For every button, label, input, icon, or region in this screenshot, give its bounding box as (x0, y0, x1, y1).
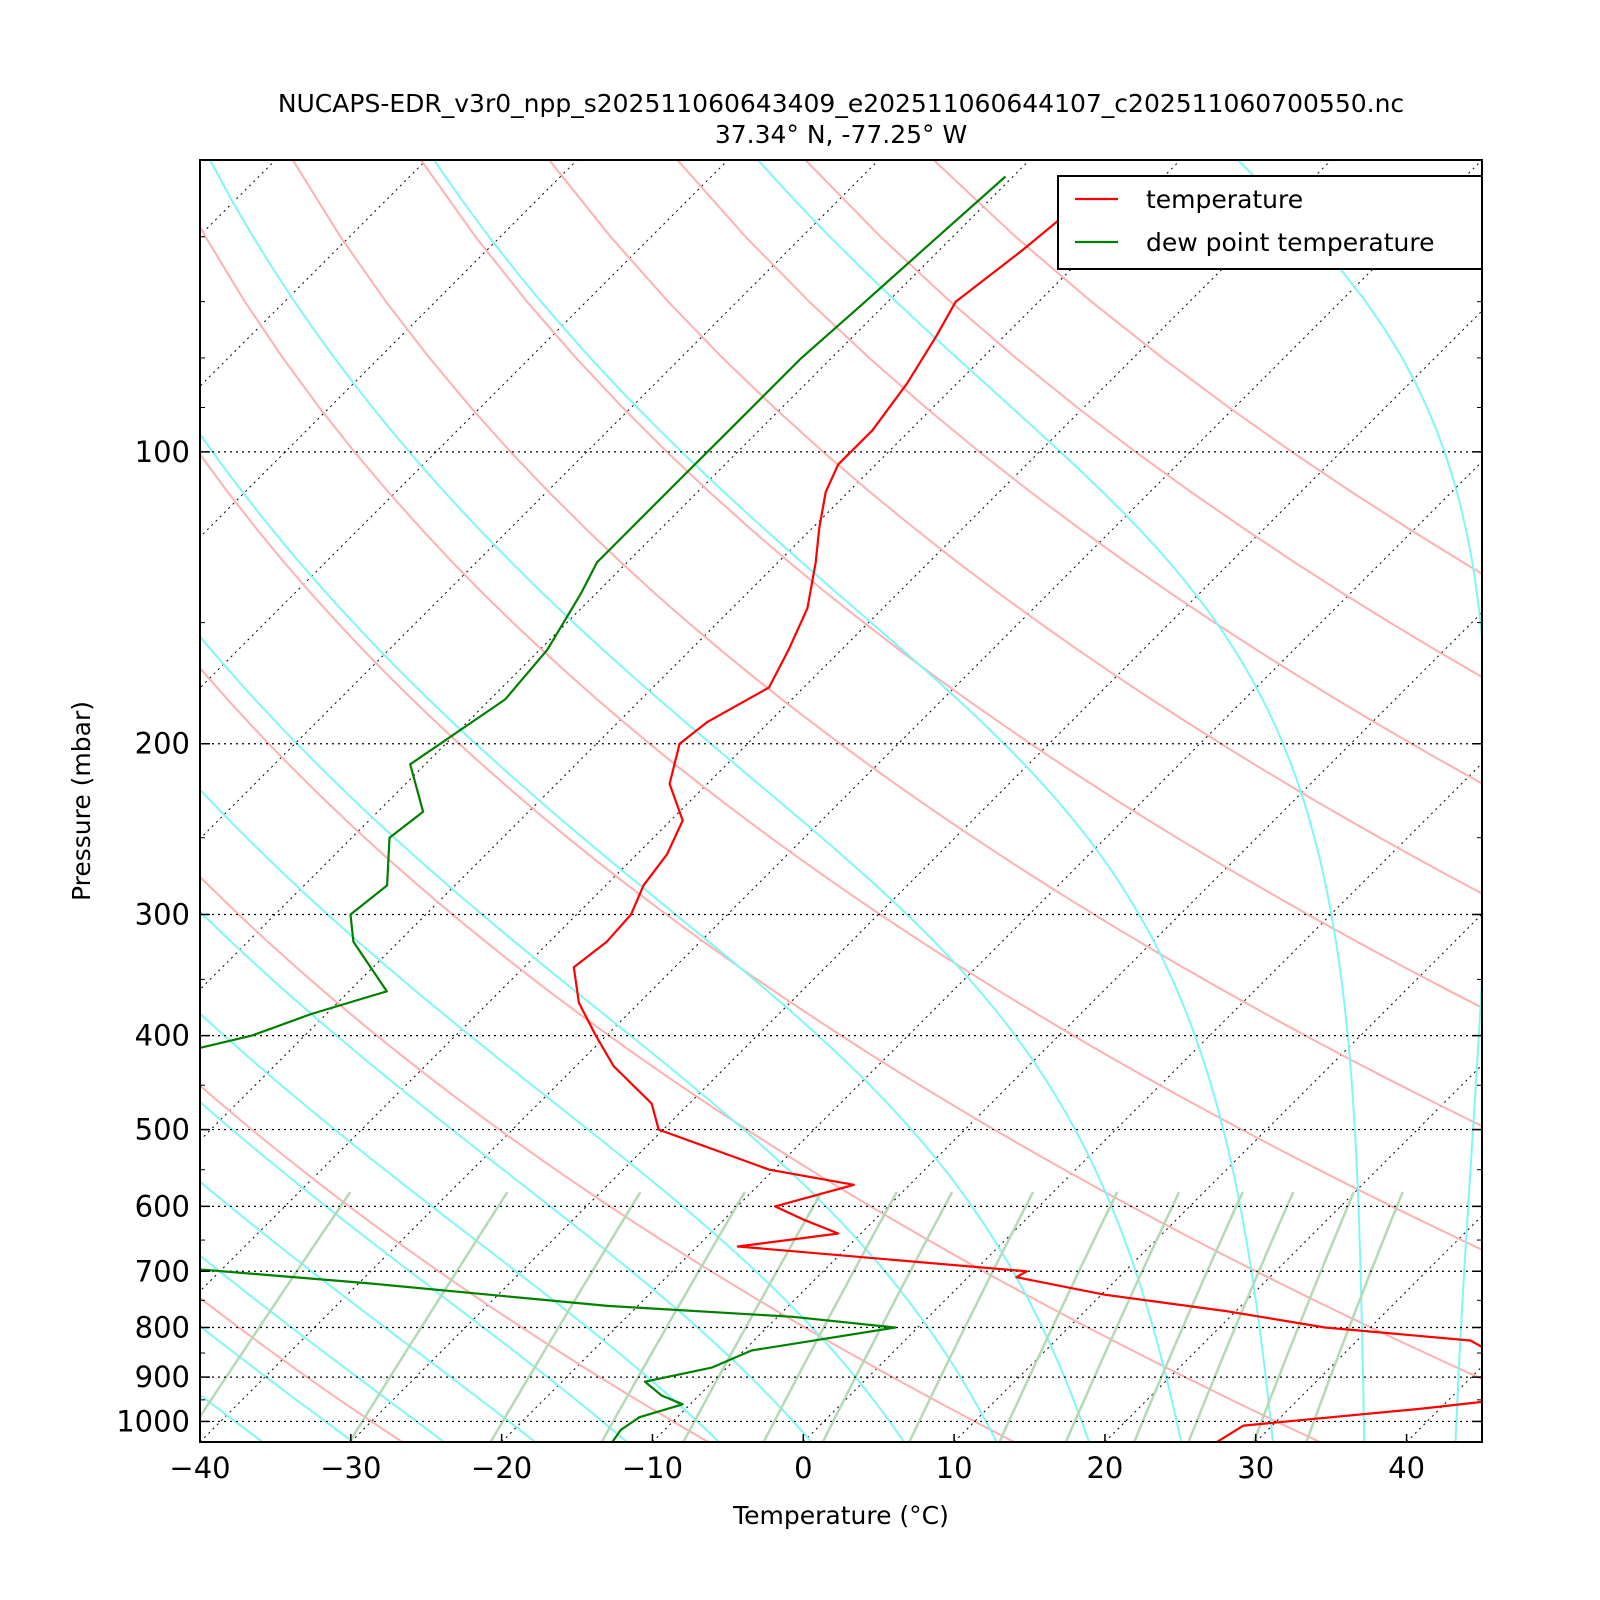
moist-adiabat-line (200, 1100, 629, 1442)
y-tick-label: 100 (135, 435, 190, 469)
isotherm-line (200, 160, 427, 387)
chart-title: NUCAPS-EDR_v3r0_npp_s202511060643409_e20… (278, 89, 1404, 118)
y-tick-label: 700 (135, 1254, 190, 1288)
y-tick-label: 1000 (116, 1404, 190, 1438)
legend: temperature dew point temperature (1057, 175, 1483, 270)
legend-label-dewpoint: dew point temperature (1146, 228, 1435, 257)
x-tick-label: −10 (622, 1451, 683, 1485)
dry-adiabat-line (200, 1296, 405, 1442)
isotherm-line (1406, 1365, 1482, 1442)
plot-frame (199, 159, 1483, 1443)
isotherm-line (1557, 160, 1600, 1442)
x-axis: −40 −30 −20 −10 0 10 20 30 40 (169, 1434, 1425, 1485)
moist-adiabat-line (200, 1393, 265, 1442)
x-tick-label: −20 (471, 1451, 532, 1485)
moist-adiabat-line (200, 635, 998, 1442)
dry-adiabat-line (200, 1084, 711, 1442)
moist-adiabat-line (200, 788, 906, 1442)
isotherm-line (501, 460, 1482, 1442)
y-tick-label: 400 (135, 1019, 190, 1053)
isotherm-line (652, 611, 1482, 1442)
isotherm-line (1104, 1064, 1482, 1442)
dry-adiabat-line (200, 224, 1482, 1251)
profile-lines (200, 175, 1482, 1442)
isotherm-line (802, 762, 1482, 1442)
mixing-ratio-line (489, 1191, 642, 1442)
mixing-ratio-line (1305, 1191, 1404, 1442)
dry-adiabat-line (933, 160, 1482, 575)
dry-adiabat-line (291, 160, 1482, 1128)
temperature-line (572, 175, 1482, 1442)
mixing-ratio-line (681, 1191, 823, 1442)
mixing-ratio-line (200, 1191, 352, 1419)
moist-adiabat-line (1236, 160, 1482, 1442)
mixing-ratio-line (762, 1191, 898, 1442)
moist-adiabat-line (200, 1180, 537, 1442)
isotherm-line (1255, 1215, 1482, 1442)
legend-box (1057, 175, 1483, 270)
isotherm-line (953, 913, 1482, 1442)
moist-adiabat-line (200, 1324, 355, 1442)
moist-adiabat-line (200, 1254, 446, 1442)
y-tick-label: 900 (135, 1360, 190, 1394)
y-tick-label: 200 (135, 727, 190, 761)
x-tick-label: 20 (1086, 1451, 1123, 1485)
mixing-ratio-line (1252, 1191, 1355, 1442)
x-tick-label: −40 (169, 1451, 230, 1485)
moist-adiabat-line (200, 1012, 721, 1442)
dry-adiabat-line (200, 875, 1017, 1442)
isotherm-line (350, 310, 1482, 1442)
isotherm-line (200, 160, 729, 689)
mixing-ratio-line (907, 1191, 1035, 1442)
moist-adiabat-line (756, 160, 1366, 1442)
isotherm-line (200, 160, 276, 237)
mixing-ratio-line (998, 1191, 1119, 1442)
dry-adiabat-line (200, 666, 1323, 1442)
moist-adiabat-line (200, 432, 1091, 1442)
x-tick-label: −30 (320, 1451, 381, 1485)
isotherm-line (200, 160, 1030, 991)
isotherm-line (0, 160, 125, 1442)
isotherm-line (200, 160, 880, 840)
mixing-ratio-line (348, 1191, 509, 1442)
x-tick-label: 40 (1388, 1451, 1425, 1485)
dry-adiabat-line (420, 160, 1482, 1009)
pressure-gridlines (200, 451, 1482, 1423)
x-axis-title: Temperature (°C) (732, 1501, 949, 1530)
dry-adiabat-line (676, 160, 1482, 785)
moist-adiabat-line (432, 160, 1274, 1442)
dewpoint-line (200, 175, 1007, 1442)
mixing-ratio-line (821, 1191, 954, 1442)
y-tick-label: 500 (135, 1113, 190, 1147)
mixing-ratio-line (1064, 1191, 1181, 1442)
x-tick-label: 10 (936, 1451, 973, 1485)
chart-subtitle: 37.34° N, -77.25° W (715, 120, 967, 149)
moist-adiabat-line (208, 160, 1183, 1442)
y-tick-label: 600 (135, 1189, 190, 1223)
mixing-ratio-line (600, 1191, 746, 1442)
x-tick-label: 0 (794, 1451, 812, 1485)
y-tick-label: 800 (135, 1310, 190, 1344)
legend-label-temperature: temperature (1146, 185, 1303, 214)
isotherm-line (200, 160, 1482, 1442)
moist-adiabat-line (200, 910, 813, 1442)
dry-adiabat-line (200, 452, 1482, 1381)
y-tick-label: 300 (135, 897, 190, 931)
y-axis-title: Pressure (mbar) (67, 701, 96, 901)
x-tick-label: 30 (1237, 1451, 1274, 1485)
isotherm-line (200, 160, 1332, 1292)
mixing-ratio-line (1187, 1191, 1295, 1442)
background-lines (0, 116, 1600, 1454)
mixing-ratio-line (1132, 1191, 1244, 1442)
dry-adiabat-line (548, 160, 1482, 895)
moist-adiabat-line (1546, 116, 1600, 1454)
y-axis: 100 200 300 400 500 600 700 800 900 1000 (116, 236, 1482, 1443)
